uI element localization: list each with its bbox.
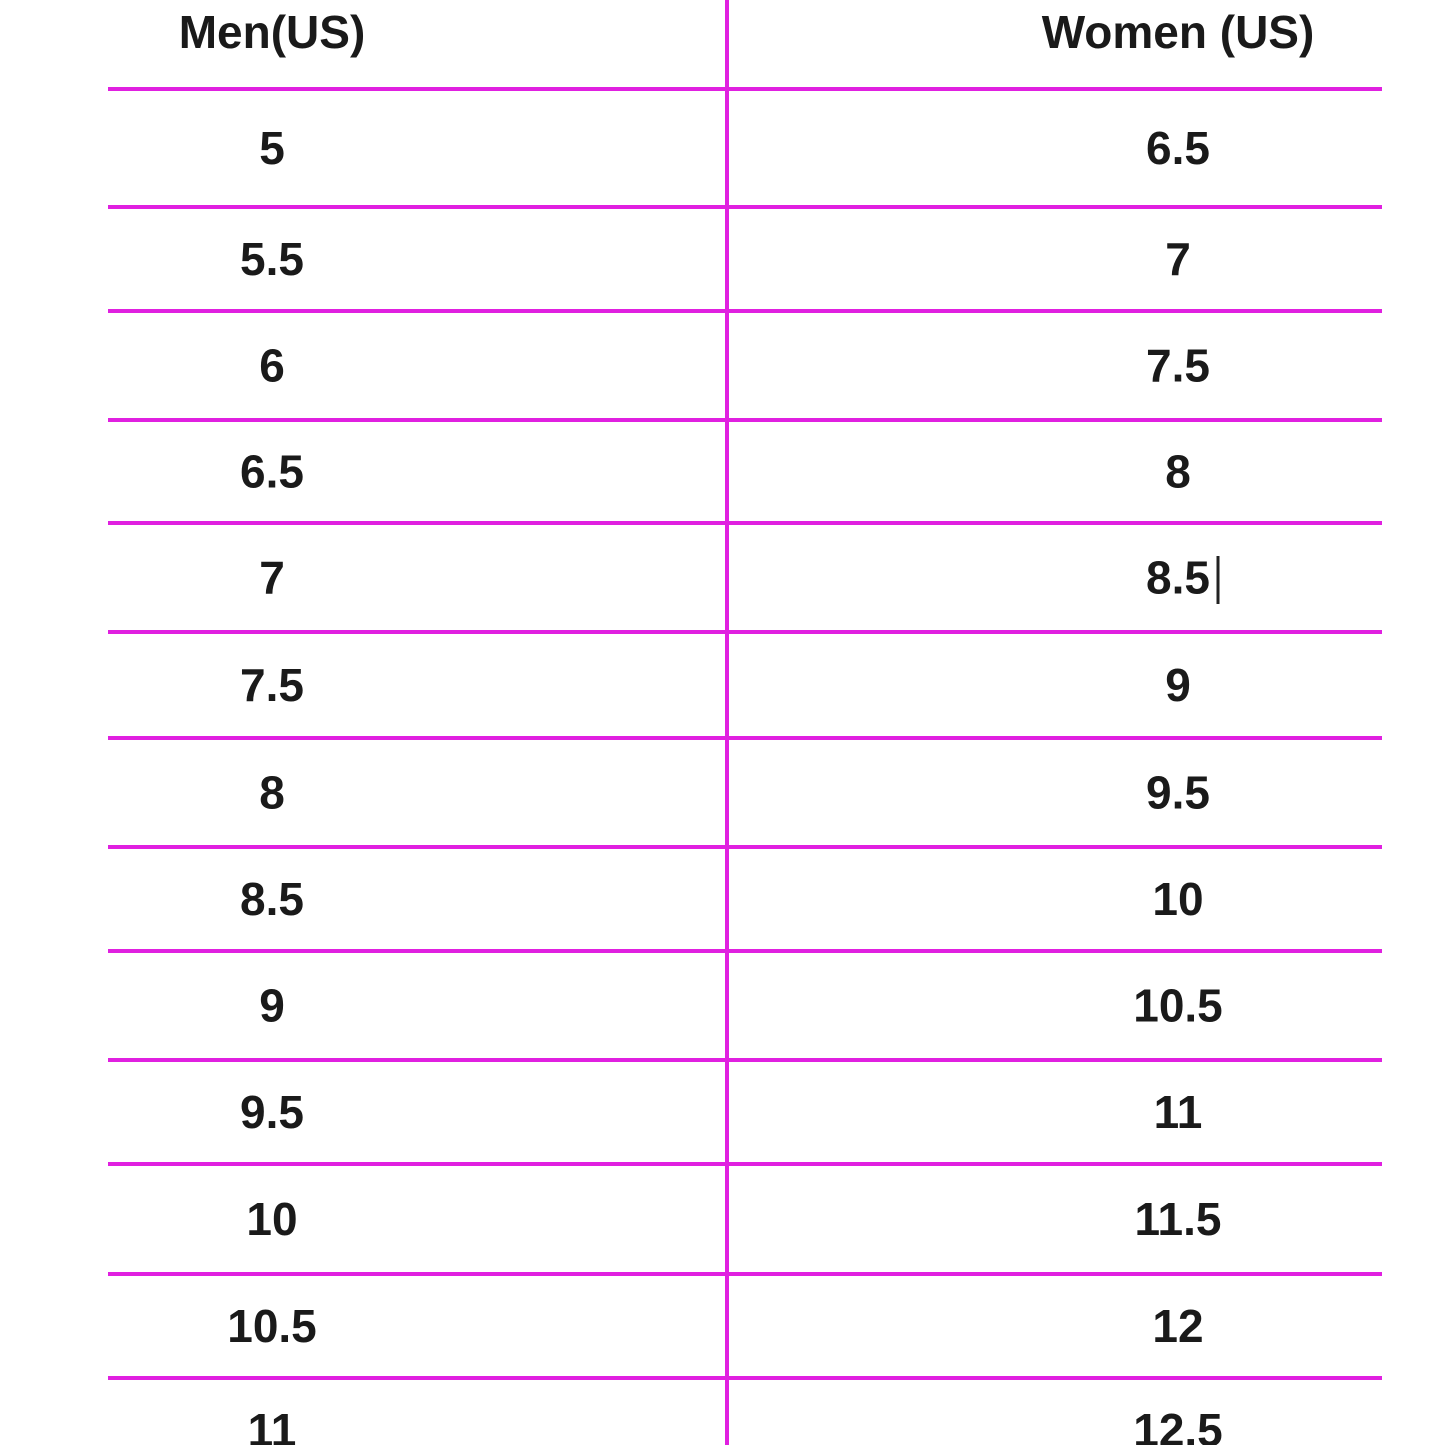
men-size: 6 bbox=[259, 340, 285, 392]
women-size: 7 bbox=[1165, 233, 1191, 285]
men-size: 9 bbox=[259, 980, 285, 1032]
men-size: 5 bbox=[259, 122, 285, 174]
men-size: 7.5 bbox=[240, 659, 304, 711]
men-size: 9.5 bbox=[240, 1086, 304, 1138]
header-women: Women (US) bbox=[1042, 6, 1315, 58]
women-size: 8 bbox=[1165, 446, 1191, 498]
women-size: 10.5 bbox=[1133, 980, 1223, 1032]
women-size: 9.5 bbox=[1146, 767, 1210, 819]
women-size: 12.5 bbox=[1133, 1404, 1223, 1445]
men-size: 6.5 bbox=[240, 446, 304, 498]
women-size: 11 bbox=[1154, 1086, 1203, 1138]
men-size: 8 bbox=[259, 767, 285, 819]
men-size: 10 bbox=[246, 1193, 297, 1245]
women-size: 9 bbox=[1165, 659, 1191, 711]
header-men: Men(US) bbox=[179, 6, 366, 58]
women-size: 8.5 bbox=[1146, 552, 1210, 604]
women-size: 6.5 bbox=[1146, 122, 1210, 174]
men-size: 10.5 bbox=[227, 1300, 317, 1352]
men-size: 7 bbox=[259, 552, 285, 604]
women-size: 10 bbox=[1152, 873, 1203, 925]
men-size: 11 bbox=[248, 1404, 297, 1445]
women-size: 7.5 bbox=[1146, 340, 1210, 392]
women-size: 11.5 bbox=[1135, 1193, 1222, 1245]
men-size: 8.5 bbox=[240, 873, 304, 925]
women-size: 12 bbox=[1152, 1300, 1203, 1352]
men-size: 5.5 bbox=[240, 233, 304, 285]
